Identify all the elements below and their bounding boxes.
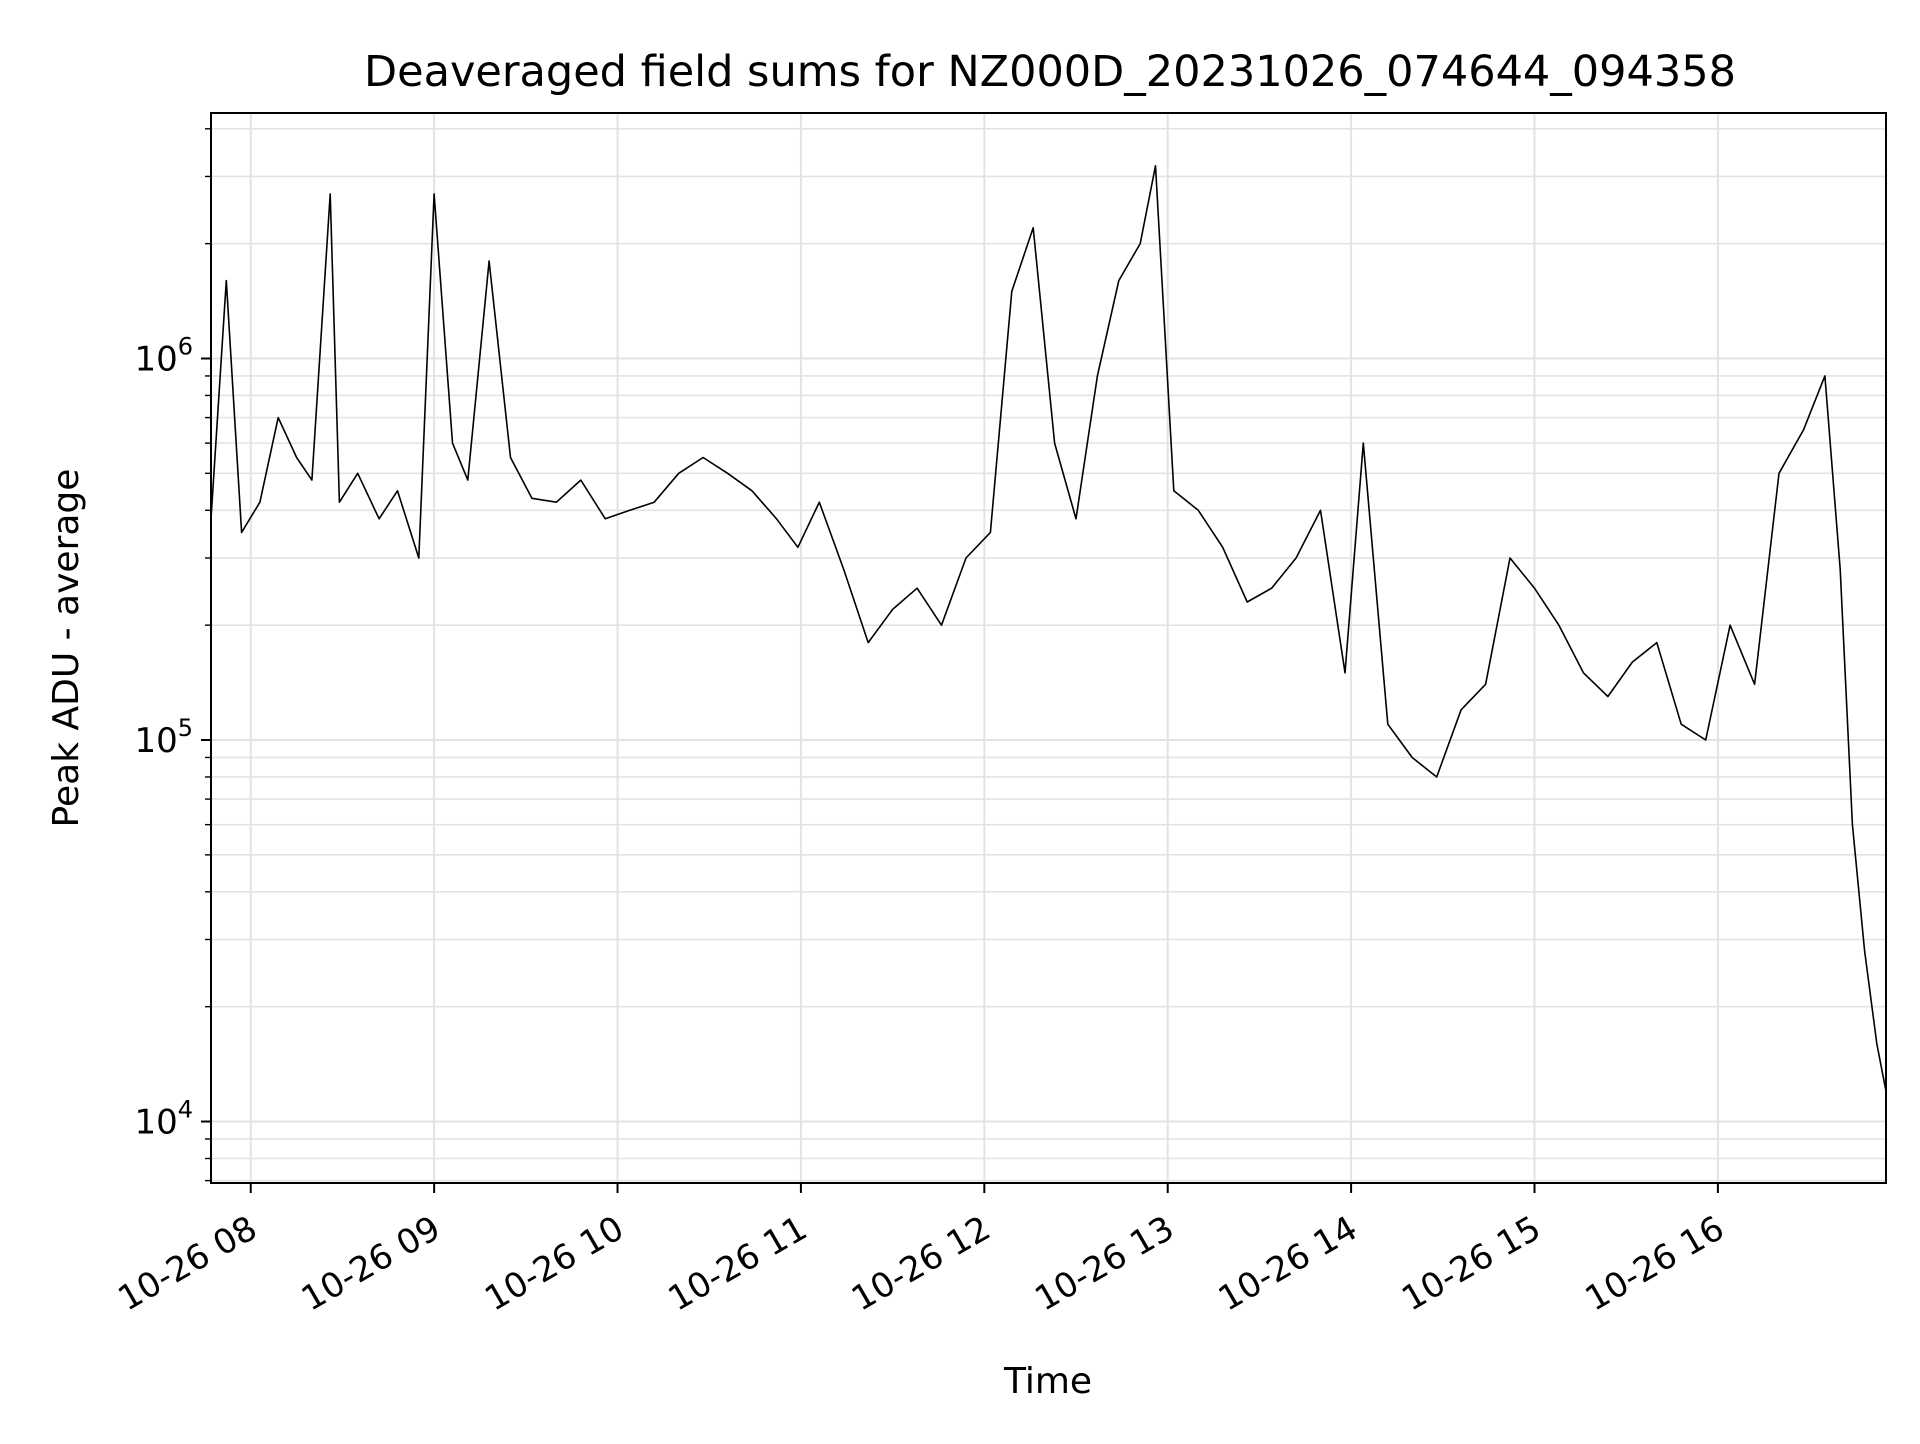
y-axis-ticks: 104 105 106 [134,128,211,1182]
chart-title: Deaveraged field sums for NZ000D_2023102… [364,47,1736,97]
series-line [210,165,1887,1092]
grid-lines [211,113,1886,1183]
y-tick-label: 104 [134,1096,193,1143]
series-layer [210,165,1887,1092]
plot-frame [210,112,1887,1184]
y-tick-label: 106 [134,332,193,379]
y-tick-label: 105 [134,714,193,761]
x-axis-label: Time [1003,1361,1092,1402]
y-axis-label: Peak ADU - average [46,469,87,828]
